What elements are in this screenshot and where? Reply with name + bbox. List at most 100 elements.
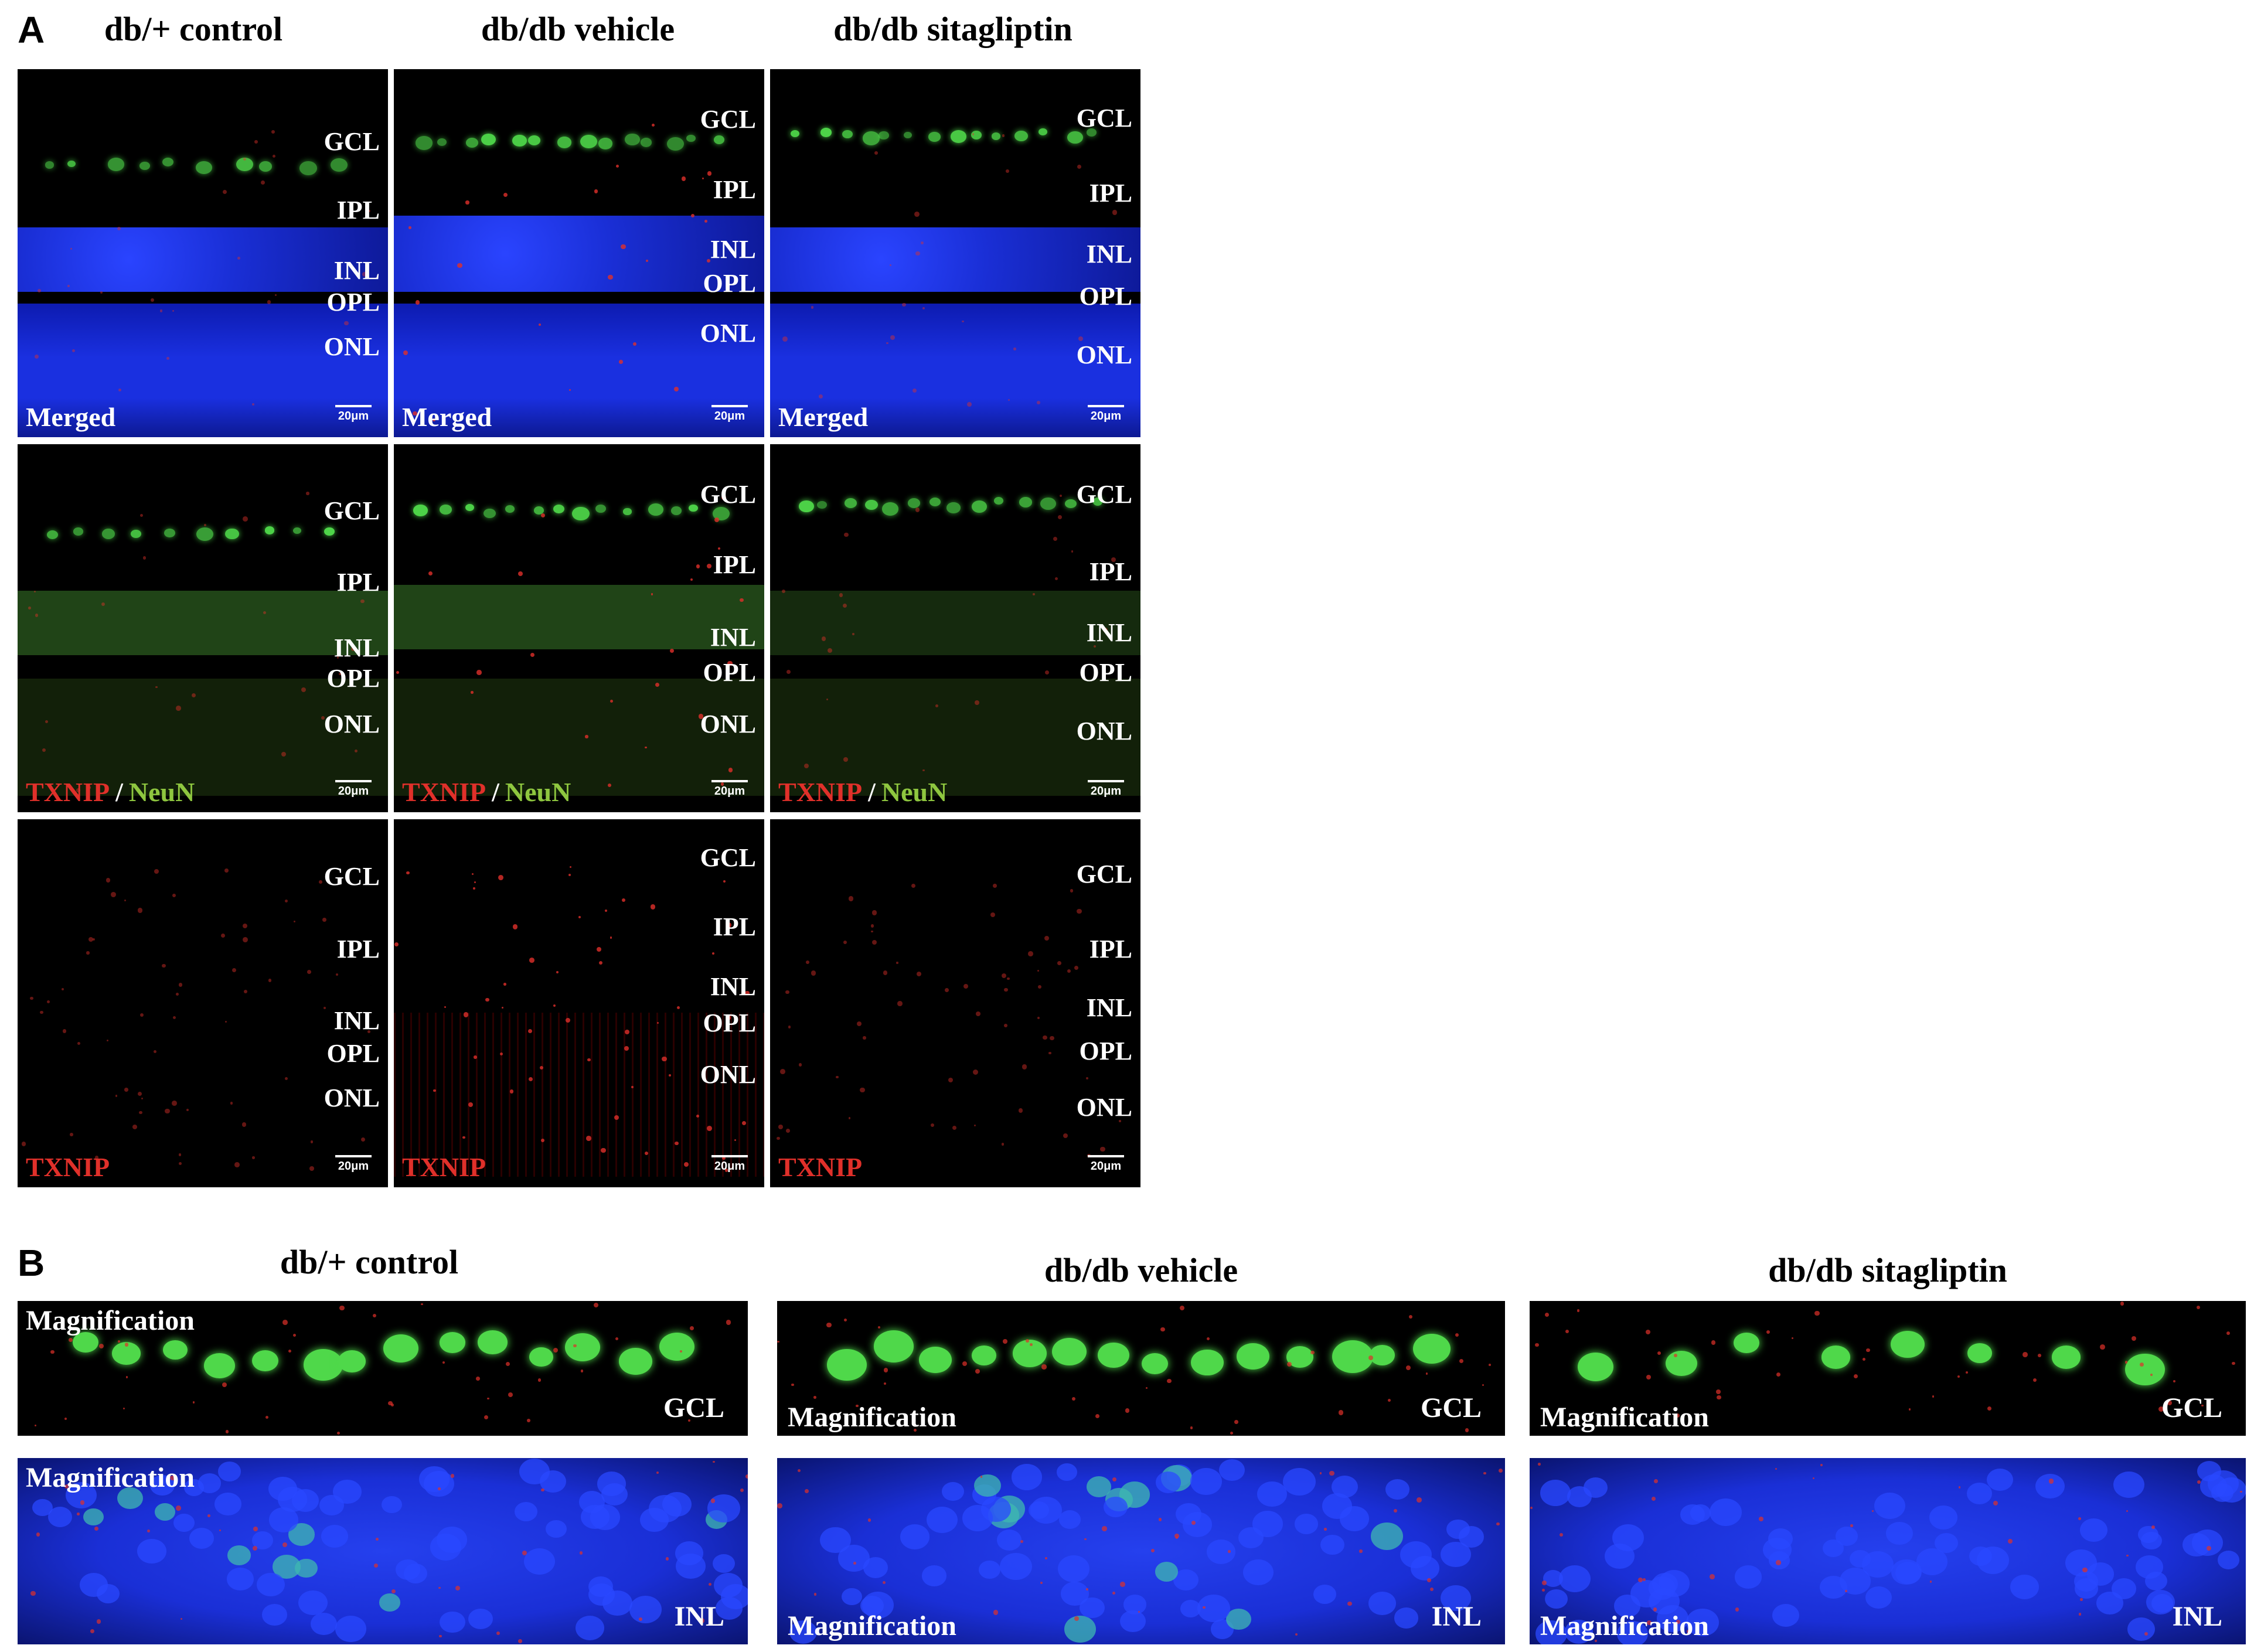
nucleus [1218,1459,1245,1481]
txnip-speck [690,578,693,581]
nucleus [2217,1550,2240,1569]
channel-label-part: TXNIP [402,777,486,807]
gcl-cell [879,131,889,140]
layer-label-onl: ONL [1076,1093,1132,1122]
txnip-speck [852,632,854,635]
txnip-speck [68,1338,73,1343]
txnip-speck [251,403,254,406]
nucleus [789,1620,817,1644]
scale-bar: 20μm [1088,405,1124,423]
gcl-cell [484,508,496,519]
txnip-speck [721,782,724,786]
layer-label-inl: INL [710,972,756,1001]
nucleus [1322,1493,1353,1519]
gcl-neuron [1332,1340,1374,1374]
txnip-speck [498,875,503,880]
txnip-speck [1111,557,1116,562]
txnip-speck [718,547,721,550]
txnip-speck [2082,1567,2088,1572]
txnip-speck [1776,1560,1781,1565]
nucleus [1567,1486,1592,1507]
gcl-cell [971,500,987,513]
txnip-speck [651,593,653,596]
nucleus [173,1514,195,1532]
layer-label-gcl: GCL [1076,104,1132,132]
nucleus [1155,1562,1178,1582]
gcl-cell [686,134,696,142]
gcl-cell [45,161,55,169]
layer-label-gcl: GCL [324,127,380,156]
txnip-speck [518,571,523,577]
txnip-speck [782,589,786,593]
txnip-speck [1559,1533,1563,1537]
gcl-neuron [2125,1353,2166,1386]
magnified-sitagliptin-gcl: Magnification GCL [1530,1301,2246,1436]
txnip-speck [972,133,975,135]
gcl-cell [842,130,853,139]
txnip-speck [318,880,322,884]
txnip-speck [1085,1588,1089,1591]
scale-bar: 20μm [711,405,748,423]
scale-bar-text: 20μm [1090,1160,1122,1173]
inl-band [770,591,1140,655]
txnip-speck [1001,973,1007,979]
txnip-speck [61,987,64,991]
txnip-speck [811,970,816,976]
txnip-speck [782,336,788,342]
scale-bar-line [1088,1155,1124,1157]
txnip-speck [288,1350,291,1353]
nucleus [1028,1501,1050,1519]
gcl-neuron [1052,1337,1087,1366]
nucleus [217,1462,241,1481]
gcl-cell [951,130,967,143]
txnip-speck [897,1001,903,1007]
txnip-speck [1993,1500,1998,1505]
gcl-neuron [303,1348,343,1381]
txnip-speck [1814,1310,1820,1316]
txnip-speck [137,908,143,913]
txnip-speck [253,1527,258,1531]
txnip-speck [1234,1419,1238,1424]
txnip-speck [1329,1470,1334,1476]
layer-label-inl: INL [710,623,756,652]
gcl-cell [164,529,175,538]
txnip-speck [702,177,704,180]
txnip-speck [388,1401,393,1406]
nucleus [1686,1608,1719,1636]
txnip-speck [1040,1582,1043,1585]
nucleus [578,1490,605,1513]
txnip-speck [2231,1361,2235,1365]
layer-label-ipl: IPL [336,196,380,224]
txnip-speck [615,164,619,168]
txnip-speck [2023,1352,2028,1357]
txnip-speck [556,970,559,974]
micrograph-sitagliptin-row2: GCL IPL INL OPL ONL TXNIP / NeuN 20μm [770,444,1140,812]
magnified-vehicle-gcl: Magnification GCL [777,1301,1505,1436]
txnip-speck [1007,977,1010,980]
txnip-speck [871,910,877,915]
txnip-speck [1965,1371,1968,1374]
txnip-speck [165,1109,170,1114]
txnip-speck [1037,1016,1040,1020]
nucleus [675,1541,704,1565]
txnip-speck [191,693,196,698]
gcl-cell [907,498,921,509]
nucleus [1446,1520,1470,1539]
txnip-speck [853,1561,857,1565]
txnip-speck [1105,288,1107,291]
txnip-speck [21,1142,26,1146]
scale-bar-text: 20μm [714,1160,745,1173]
nucleus [1535,1620,1568,1644]
nucleus [1895,1561,1922,1584]
txnip-speck [568,874,571,877]
txnip-speck [975,1369,980,1374]
panel-a-col-header-control: db/+ control [104,10,283,48]
txnip-speck [35,355,39,359]
txnip-speck [1359,1549,1363,1553]
txnip-speck [1032,592,1035,595]
gcl-cell [225,528,239,540]
channel-label: TXNIP / NeuN [26,776,195,808]
txnip-speck [361,1137,366,1142]
txnip-speck [230,1102,233,1105]
txnip-speck [1538,1463,1541,1466]
